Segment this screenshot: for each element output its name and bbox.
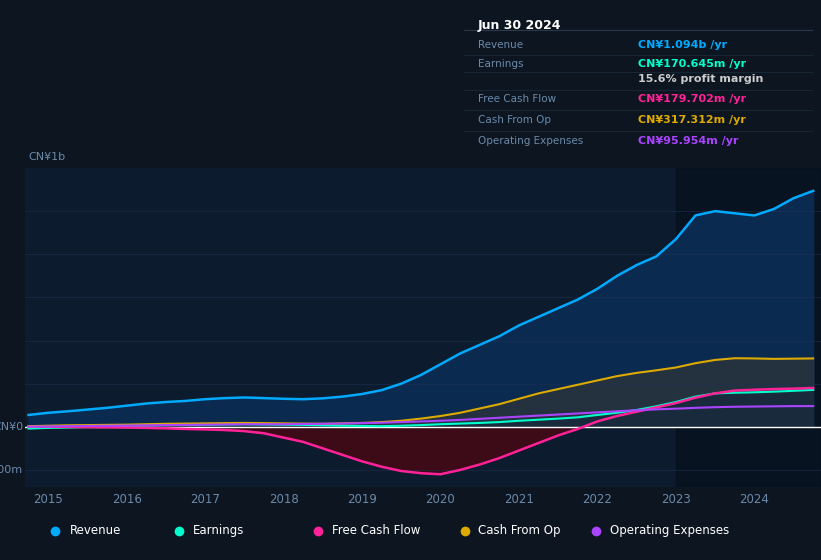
Text: Free Cash Flow: Free Cash Flow: [478, 94, 556, 104]
Text: CN¥1.094b /yr: CN¥1.094b /yr: [639, 40, 727, 50]
Text: Revenue: Revenue: [478, 40, 523, 50]
Text: Earnings: Earnings: [193, 524, 244, 537]
Text: Operating Expenses: Operating Expenses: [478, 137, 583, 147]
Text: Jun 30 2024: Jun 30 2024: [478, 19, 562, 32]
Text: CN¥0: CN¥0: [0, 422, 23, 432]
Text: CN¥95.954m /yr: CN¥95.954m /yr: [639, 137, 739, 147]
Text: CN¥1b: CN¥1b: [29, 152, 66, 162]
Text: CN¥179.702m /yr: CN¥179.702m /yr: [639, 94, 746, 104]
Text: Revenue: Revenue: [70, 524, 121, 537]
Text: -CN¥200m: -CN¥200m: [0, 465, 23, 475]
Text: Cash From Op: Cash From Op: [478, 115, 551, 125]
Text: CN¥317.312m /yr: CN¥317.312m /yr: [639, 115, 746, 125]
Text: Operating Expenses: Operating Expenses: [610, 524, 729, 537]
Bar: [676, 168, 821, 487]
Text: Free Cash Flow: Free Cash Flow: [332, 524, 420, 537]
Text: CN¥170.645m /yr: CN¥170.645m /yr: [639, 59, 746, 69]
Text: Cash From Op: Cash From Op: [479, 524, 561, 537]
Text: 15.6% profit margin: 15.6% profit margin: [639, 74, 764, 85]
Text: Earnings: Earnings: [478, 59, 523, 69]
